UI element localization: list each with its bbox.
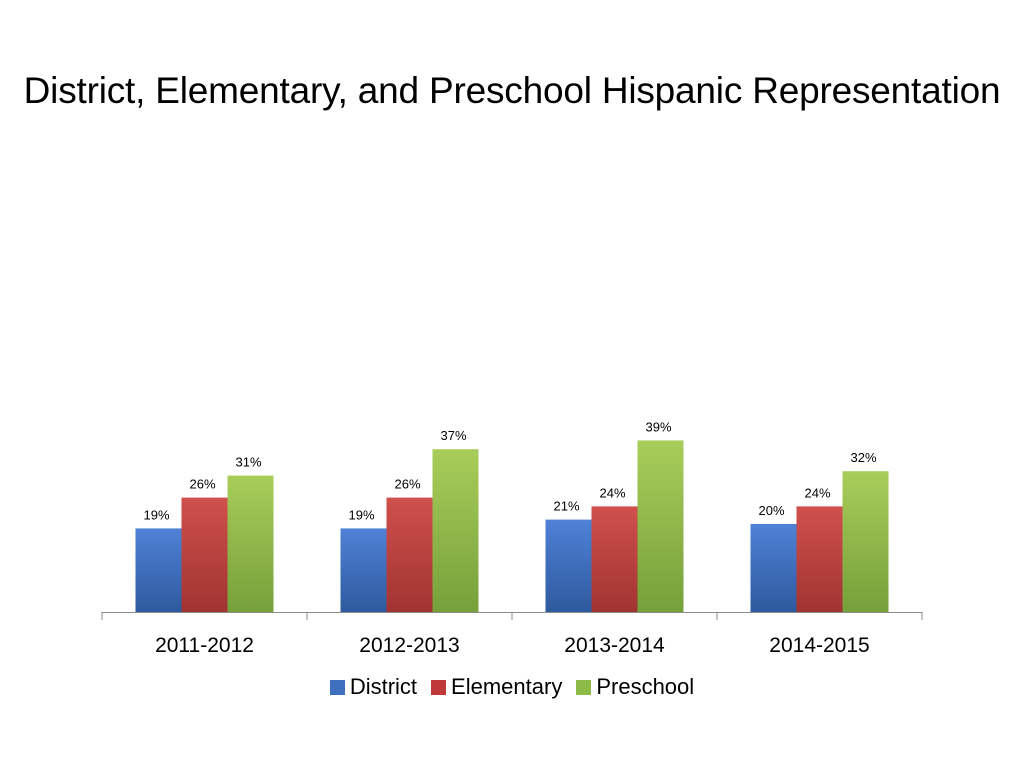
bar-elementary-2013-2014 <box>591 506 638 612</box>
legend-item-elementary: Elementary <box>431 674 562 700</box>
chart-title: District, Elementary, and Preschool Hisp… <box>23 70 1001 111</box>
data-label-preschool-2011-2012: 31% <box>235 455 261 470</box>
legend-item-preschool: Preschool <box>576 674 694 700</box>
bar-elementary-2011-2012 <box>181 497 228 612</box>
bar-elementary-2012-2013 <box>386 497 433 612</box>
data-label-preschool-2014-2015: 32% <box>850 450 876 465</box>
legend-label-elementary: Elementary <box>451 674 563 699</box>
data-label-district-2011-2012: 19% <box>143 507 169 522</box>
bar-district-2014-2015 <box>750 524 797 612</box>
legend-label-district: District <box>349 674 418 699</box>
data-label-elementary-2011-2012: 26% <box>189 477 215 492</box>
data-label-district-2013-2014: 21% <box>553 499 579 514</box>
x-tick-label-2014-2015: 2014-2015 <box>769 634 869 657</box>
data-label-elementary-2013-2014: 24% <box>599 485 625 500</box>
bar-preschool-2011-2012 <box>227 475 274 612</box>
bar-district-2012-2013 <box>340 528 387 612</box>
bar-preschool-2012-2013 <box>432 449 479 612</box>
legend-swatch-district <box>329 679 345 695</box>
legend-swatch-preschool <box>576 679 592 695</box>
x-tick-label-2013-2014: 2013-2014 <box>564 634 665 657</box>
data-label-preschool-2013-2014: 39% <box>645 419 671 434</box>
bar-preschool-2013-2014 <box>637 440 684 612</box>
bars-layer <box>135 440 889 612</box>
legend-item-district: District <box>329 674 418 700</box>
bar-district-2013-2014 <box>545 519 592 612</box>
x-tick-label-2012-2013: 2012-2013 <box>359 634 459 657</box>
bar-preschool-2014-2015 <box>842 471 889 612</box>
data-labels-layer: 19% 26% 31% 19% 26% 37% 21% 24% 39% 20% 24% 32% <box>143 419 876 522</box>
x-axis: 2011-2012 2012-2013 2013-2014 2014-2015 <box>101 612 923 657</box>
data-label-district-2012-2013: 19% <box>348 507 374 522</box>
bar-elementary-2014-2015 <box>796 506 843 612</box>
x-tick-label-2011-2012: 2011-2012 <box>155 634 254 657</box>
legend: District Elementary Preschool <box>0 674 1024 700</box>
data-label-district-2014-2015: 20% <box>758 503 784 518</box>
data-label-elementary-2012-2013: 26% <box>394 477 420 492</box>
legend-label-preschool: Preschool <box>596 674 695 699</box>
data-label-preschool-2012-2013: 37% <box>440 428 466 443</box>
bar-district-2011-2012 <box>135 528 182 612</box>
legend-swatch-elementary <box>431 679 447 695</box>
data-label-elementary-2014-2015: 24% <box>804 485 830 500</box>
